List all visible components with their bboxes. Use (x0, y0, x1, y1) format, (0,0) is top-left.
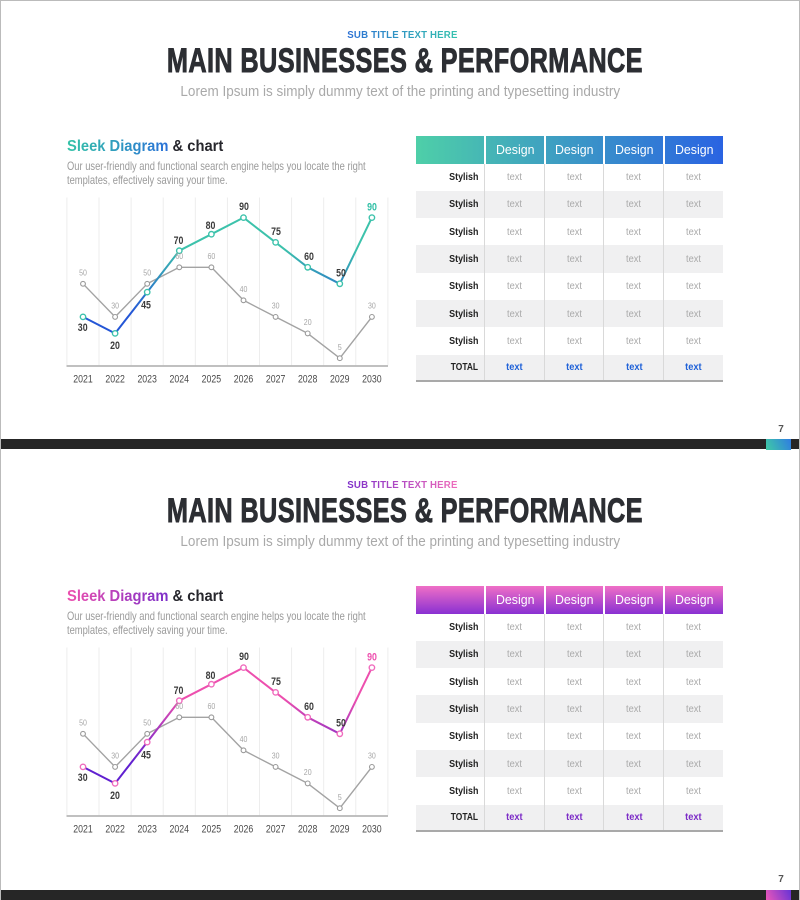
svg-text:2021: 2021 (73, 374, 93, 386)
svg-text:5: 5 (338, 342, 342, 352)
svg-text:30: 30 (111, 301, 119, 311)
svg-text:40: 40 (240, 734, 248, 744)
svg-text:2027: 2027 (266, 824, 286, 836)
svg-text:80: 80 (206, 220, 216, 232)
svg-text:20: 20 (110, 790, 120, 802)
svg-text:60: 60 (208, 251, 216, 261)
svg-text:2023: 2023 (137, 824, 157, 836)
svg-text:2028: 2028 (298, 374, 318, 386)
svg-text:2022: 2022 (105, 824, 125, 836)
svg-text:50: 50 (143, 268, 151, 278)
svg-text:20: 20 (304, 767, 312, 777)
svg-text:2023: 2023 (137, 374, 157, 386)
svg-text:60: 60 (304, 251, 314, 263)
svg-text:45: 45 (141, 750, 151, 762)
svg-text:2029: 2029 (330, 374, 350, 386)
svg-text:75: 75 (271, 226, 281, 238)
svg-text:45: 45 (141, 300, 151, 312)
svg-text:2021: 2021 (73, 824, 93, 836)
svg-text:30: 30 (111, 751, 119, 761)
svg-text:50: 50 (336, 718, 346, 730)
svg-text:2026: 2026 (234, 824, 254, 836)
svg-text:2030: 2030 (362, 374, 382, 386)
svg-text:2027: 2027 (266, 374, 286, 386)
svg-text:70: 70 (174, 235, 184, 247)
svg-text:30: 30 (272, 301, 280, 311)
svg-text:2028: 2028 (298, 824, 318, 836)
svg-text:60: 60 (304, 701, 314, 713)
svg-text:30: 30 (368, 301, 376, 311)
svg-text:50: 50 (336, 268, 346, 280)
svg-text:2025: 2025 (202, 824, 222, 836)
svg-text:60: 60 (175, 701, 183, 711)
svg-text:30: 30 (272, 751, 280, 761)
svg-text:90: 90 (239, 201, 249, 213)
svg-text:90: 90 (239, 651, 249, 663)
svg-text:20: 20 (304, 317, 312, 327)
svg-text:30: 30 (78, 772, 88, 784)
svg-text:30: 30 (368, 751, 376, 761)
svg-text:2030: 2030 (362, 824, 382, 836)
svg-text:50: 50 (79, 268, 87, 278)
svg-text:5: 5 (338, 792, 342, 802)
svg-text:2029: 2029 (330, 824, 350, 836)
svg-text:2025: 2025 (202, 374, 222, 386)
svg-text:2026: 2026 (234, 374, 254, 386)
svg-text:2024: 2024 (170, 824, 190, 836)
svg-text:60: 60 (208, 701, 216, 711)
svg-text:80: 80 (206, 670, 216, 682)
svg-text:75: 75 (271, 676, 281, 688)
svg-text:60: 60 (175, 251, 183, 261)
svg-text:20: 20 (110, 340, 120, 352)
svg-text:90: 90 (367, 202, 377, 214)
svg-text:30: 30 (78, 322, 88, 334)
svg-text:50: 50 (143, 718, 151, 728)
svg-text:70: 70 (174, 685, 184, 697)
svg-text:2022: 2022 (105, 374, 125, 386)
svg-text:50: 50 (79, 718, 87, 728)
svg-text:90: 90 (367, 652, 377, 664)
svg-text:40: 40 (240, 284, 248, 294)
svg-text:2024: 2024 (170, 374, 190, 386)
